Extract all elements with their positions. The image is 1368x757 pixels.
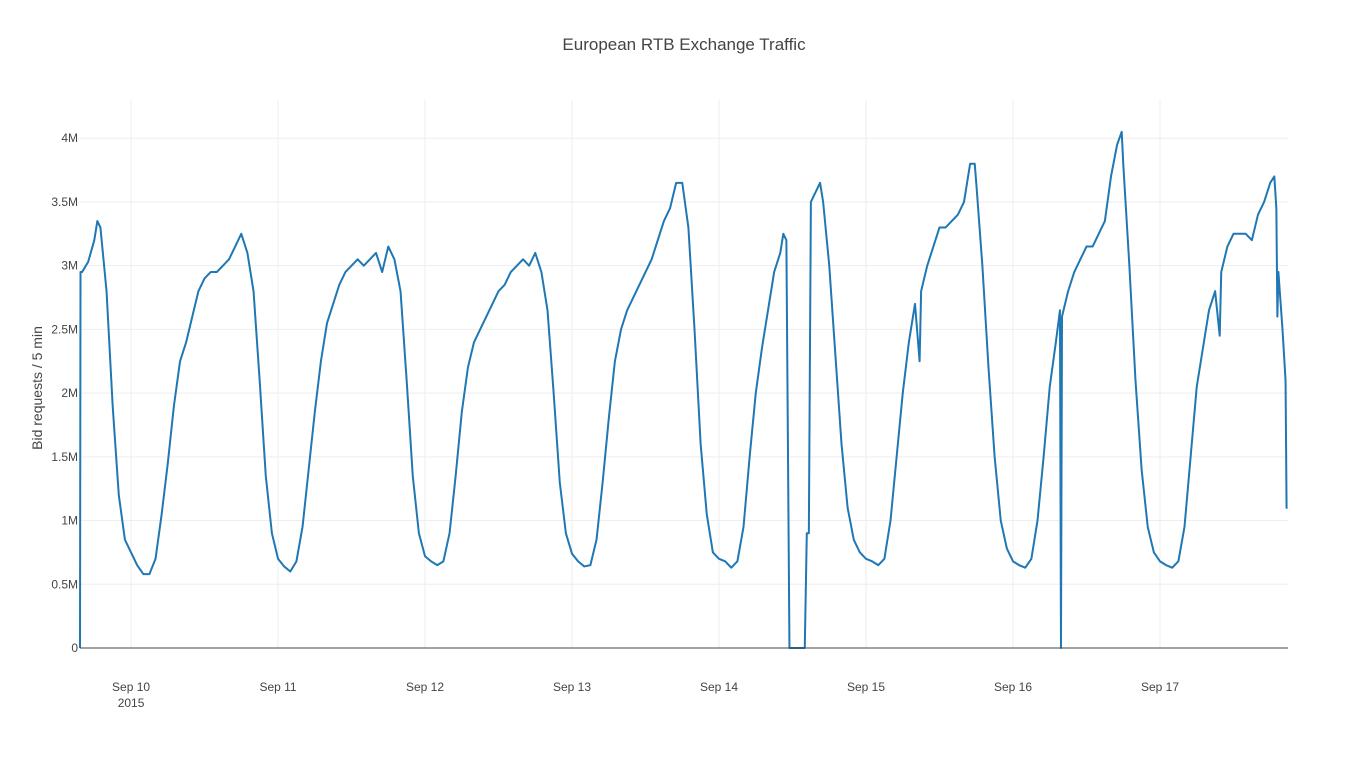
x-tick-label: Sep 11 — [259, 680, 296, 694]
grid — [80, 100, 1288, 649]
y-tick-label: 0 — [71, 641, 78, 655]
data-line — [79, 130, 1288, 649]
x-tick-label: Sep 15 — [847, 680, 885, 694]
y-axis-title: Bid requests / 5 min — [29, 326, 45, 450]
x-tick-label: Sep 14 — [700, 680, 738, 694]
y-tick-label: 3M — [61, 259, 78, 273]
x-tick-label: Sep 17 — [1141, 680, 1179, 694]
y-tick-label: 4M — [61, 131, 78, 145]
y-tick-label: 3.5M — [51, 195, 78, 209]
y-tick-label: 2.5M — [51, 322, 78, 336]
chart-title: European RTB Exchange Traffic — [562, 35, 806, 54]
x-tick-label: Sep 13 — [553, 680, 591, 694]
x-tick-sublabel: 2015 — [118, 696, 145, 710]
y-tick-label: 0.5M — [51, 577, 78, 591]
y-tick-label: 1M — [61, 514, 78, 528]
x-tick-label: Sep 16 — [994, 680, 1032, 694]
y-tick-label: 2M — [61, 386, 78, 400]
x-tick-label: Sep 12 — [406, 680, 444, 694]
y-tick-label: 1.5M — [51, 450, 78, 464]
x-tick-label: Sep 10 — [112, 680, 150, 694]
